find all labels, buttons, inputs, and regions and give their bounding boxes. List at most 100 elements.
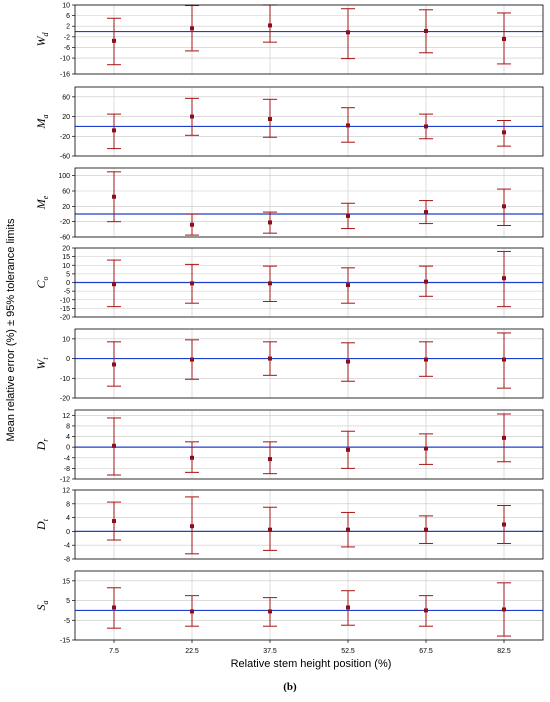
x-tick-label: 22.5 <box>185 648 199 655</box>
mean-marker <box>190 609 194 614</box>
mean-marker <box>346 605 350 610</box>
mean-marker <box>502 357 506 362</box>
y-tick-label: -5 <box>64 618 70 625</box>
x-tick-label: 7.5 <box>109 648 119 655</box>
y-tick-label: -20 <box>60 219 70 226</box>
x-tick-label: 37.5 <box>263 648 277 655</box>
y-axis-title: Mean relative error (%) ± 95% tolerance … <box>5 218 17 442</box>
y-tick-label: -4 <box>64 455 70 462</box>
panel-y-label: Dr <box>34 438 50 452</box>
mean-marker <box>268 23 272 28</box>
y-tick-label: -2 <box>64 34 70 41</box>
panel-y-label: Ma <box>34 115 50 130</box>
y-tick-label: -20 <box>60 396 70 403</box>
panel-frame <box>74 328 544 399</box>
panel-frame <box>74 4 544 75</box>
mean-marker <box>424 210 428 215</box>
mean-marker <box>424 124 428 129</box>
y-tick-label: -16 <box>60 72 70 79</box>
y-tick-label: 2 <box>66 24 70 31</box>
y-tick-label: 8 <box>66 423 70 430</box>
y-tick-label: 100 <box>58 173 70 180</box>
y-tick-label: 5 <box>66 271 70 278</box>
mean-marker <box>112 605 116 610</box>
y-tick-label: 12 <box>62 413 70 420</box>
y-tick-label: 12 <box>62 488 70 495</box>
mean-marker <box>112 128 116 133</box>
y-tick-label: -4 <box>64 543 70 550</box>
y-tick-label: -20 <box>60 315 70 322</box>
y-tick-label: -12 <box>60 477 70 484</box>
panel-y-label: Me <box>34 195 50 210</box>
mean-marker <box>112 194 116 199</box>
x-axis-title: Relative stem height position (%) <box>231 658 392 670</box>
mean-marker <box>346 123 350 128</box>
y-tick-label: -10 <box>60 376 70 383</box>
panel-frame <box>74 86 544 157</box>
y-tick-label: -15 <box>60 638 70 645</box>
mean-marker <box>502 522 506 527</box>
mean-marker <box>346 447 350 452</box>
mean-marker <box>502 36 506 41</box>
panel-y-label: Dt <box>34 518 50 531</box>
y-tick-label: -60 <box>60 154 70 161</box>
panel-frame <box>74 570 544 641</box>
y-tick-label: 20 <box>62 204 70 211</box>
mean-marker <box>112 38 116 43</box>
panel-frame <box>74 409 544 480</box>
mean-marker <box>190 455 194 460</box>
x-tick-label: 67.5 <box>419 648 433 655</box>
mean-marker <box>268 457 272 462</box>
y-tick-label: 5 <box>66 598 70 605</box>
mean-marker <box>346 283 350 288</box>
mean-marker <box>502 435 506 440</box>
mean-marker <box>424 357 428 362</box>
mean-marker <box>268 117 272 122</box>
y-tick-label: 0 <box>66 356 70 363</box>
y-tick-label: 20 <box>62 246 70 253</box>
mean-marker <box>112 282 116 287</box>
mean-marker <box>424 608 428 613</box>
mean-marker <box>268 609 272 614</box>
y-tick-label: 60 <box>62 189 70 196</box>
mean-marker <box>268 281 272 286</box>
y-tick-label: 0 <box>66 445 70 452</box>
mean-marker <box>346 213 350 218</box>
y-tick-label: 0 <box>66 280 70 287</box>
mean-marker <box>268 356 272 361</box>
y-tick-label: 6 <box>66 13 70 20</box>
panel-y-label: Wd <box>34 32 50 47</box>
figure-caption: (b) <box>283 681 297 693</box>
mean-marker <box>346 527 350 532</box>
panel-frame <box>74 167 544 238</box>
panel-y-label: Sa <box>34 601 50 611</box>
y-tick-label: -6 <box>64 45 70 52</box>
y-tick-label: -60 <box>60 235 70 242</box>
mean-marker <box>190 357 194 362</box>
y-tick-label: 8 <box>66 501 70 508</box>
mean-marker <box>346 359 350 364</box>
y-tick-label: -15 <box>60 306 70 313</box>
y-tick-label: 15 <box>62 254 70 261</box>
y-tick-label: 0 <box>66 529 70 536</box>
mean-marker <box>190 222 194 227</box>
y-tick-label: 15 <box>62 578 70 585</box>
mean-marker <box>424 527 428 532</box>
mean-marker <box>502 130 506 135</box>
y-tick-label: 10 <box>62 3 70 10</box>
y-tick-label: 4 <box>66 434 70 441</box>
y-tick-label: -8 <box>64 466 70 473</box>
y-tick-label: 20 <box>62 114 70 121</box>
mean-marker <box>424 279 428 284</box>
y-tick-label: 60 <box>62 94 70 101</box>
mean-marker <box>424 29 428 34</box>
x-tick-label: 82.5 <box>497 648 511 655</box>
panel-frame <box>74 489 544 560</box>
x-tick-label: 52.5 <box>341 648 355 655</box>
y-tick-label: -8 <box>64 557 70 564</box>
y-tick-label: 4 <box>66 515 70 522</box>
mean-marker <box>268 220 272 225</box>
mean-marker <box>424 446 428 451</box>
